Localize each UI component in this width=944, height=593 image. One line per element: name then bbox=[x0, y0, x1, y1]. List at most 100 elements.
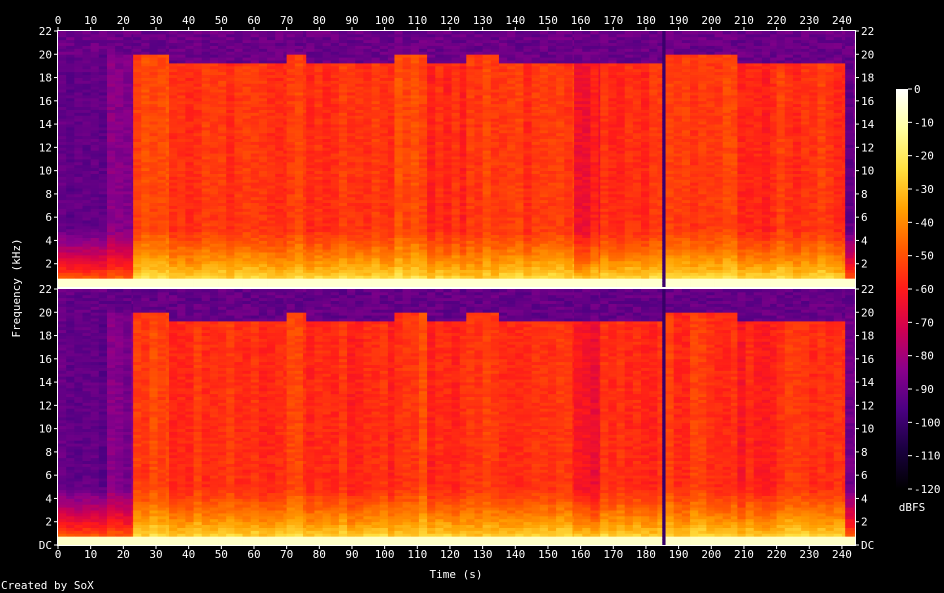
heat-cell bbox=[451, 208, 461, 212]
heat-cell bbox=[177, 97, 186, 102]
heat-cell bbox=[123, 92, 132, 96]
heat-cell bbox=[149, 48, 159, 52]
heat-cell bbox=[201, 237, 211, 241]
heat-cell bbox=[169, 150, 178, 154]
heat-cell bbox=[387, 164, 395, 169]
heat-cell bbox=[443, 129, 452, 134]
heat-cell bbox=[490, 100, 500, 105]
heat-cell bbox=[459, 156, 467, 160]
heat-cell bbox=[302, 199, 307, 204]
heat-cell bbox=[482, 263, 492, 268]
heat-cell bbox=[427, 83, 436, 87]
heat-cell bbox=[427, 173, 436, 177]
heat-cell bbox=[355, 167, 364, 172]
heat-cell bbox=[267, 246, 276, 250]
heat-cell bbox=[294, 100, 304, 105]
heat-cell bbox=[201, 65, 211, 70]
heat-cell bbox=[258, 208, 268, 212]
heat-cell bbox=[387, 103, 395, 108]
heat-cell bbox=[165, 77, 170, 81]
heat-cell bbox=[314, 240, 323, 244]
heat-cell bbox=[157, 225, 167, 230]
heat-cell bbox=[131, 278, 134, 282]
heat-cell bbox=[435, 257, 444, 262]
heat-cell bbox=[314, 278, 323, 282]
heat-cell bbox=[177, 33, 186, 38]
heat-cell bbox=[165, 115, 170, 119]
heat-cell bbox=[427, 60, 436, 64]
heat-cell bbox=[209, 89, 219, 93]
heat-cell bbox=[209, 92, 219, 96]
heat-cell bbox=[330, 260, 340, 265]
heat-cell bbox=[157, 31, 167, 35]
heat-cell bbox=[330, 63, 340, 67]
heat-cell bbox=[177, 144, 186, 148]
heat-cell bbox=[157, 231, 167, 236]
heat-cell bbox=[157, 173, 167, 177]
heat-cell bbox=[490, 281, 500, 285]
heat-cell bbox=[226, 103, 235, 108]
heat-cell bbox=[418, 249, 428, 253]
heat-cell bbox=[90, 208, 100, 212]
heat-cell bbox=[459, 278, 467, 282]
heat-cell bbox=[371, 214, 381, 218]
heat-cell bbox=[90, 252, 100, 256]
heat-cell bbox=[242, 223, 252, 227]
heat-cell bbox=[177, 167, 186, 172]
heat-cell bbox=[355, 147, 364, 151]
heat-cell bbox=[169, 234, 178, 238]
heat-cell bbox=[218, 156, 227, 160]
heat-cell bbox=[74, 243, 83, 247]
heat-cell bbox=[410, 77, 420, 81]
heat-cell bbox=[98, 185, 108, 189]
heat-cell bbox=[258, 112, 268, 116]
heat-cell bbox=[330, 240, 340, 244]
heat-cell bbox=[123, 68, 132, 73]
heat-cell bbox=[107, 246, 116, 250]
heat-cell bbox=[474, 246, 484, 250]
heat-cell bbox=[418, 170, 428, 174]
heat-cell bbox=[74, 147, 83, 151]
heat-cell bbox=[74, 115, 83, 119]
heat-cell bbox=[355, 103, 364, 108]
heat-cell bbox=[131, 80, 134, 84]
heat-cell bbox=[209, 275, 219, 279]
heat-cell bbox=[294, 217, 304, 221]
heat-cell bbox=[107, 275, 116, 279]
heat-cell bbox=[387, 60, 395, 64]
heat-cell bbox=[98, 284, 108, 288]
heat-cell bbox=[387, 83, 395, 87]
heat-cell bbox=[322, 228, 332, 233]
heat-cell bbox=[283, 60, 288, 64]
heat-cell bbox=[218, 83, 227, 87]
heat-cell bbox=[185, 63, 194, 67]
heat-cell bbox=[234, 31, 243, 35]
heat-cell bbox=[177, 48, 186, 52]
heat-cell bbox=[482, 92, 492, 96]
heat-cell bbox=[459, 193, 467, 198]
heat-cell bbox=[451, 228, 461, 233]
heat-cell bbox=[185, 132, 194, 137]
heat-cell bbox=[169, 205, 178, 209]
heat-cell bbox=[177, 153, 186, 157]
heat-cell bbox=[482, 42, 492, 46]
heat-cell bbox=[474, 237, 484, 241]
heat-cell bbox=[474, 225, 484, 230]
heat-cell bbox=[165, 223, 170, 227]
heat-cell bbox=[66, 284, 75, 288]
heat-cell bbox=[451, 182, 461, 186]
heat-cell bbox=[410, 217, 420, 221]
heat-cell bbox=[165, 118, 170, 122]
heat-cell bbox=[165, 214, 170, 218]
heat-cell bbox=[410, 89, 420, 93]
heat-cell bbox=[275, 95, 284, 99]
heat-cell bbox=[74, 260, 83, 265]
heat-cell bbox=[165, 257, 170, 262]
heat-cell bbox=[131, 74, 134, 78]
heat-cell bbox=[451, 159, 461, 163]
heat-cell bbox=[418, 153, 428, 157]
heat-cell bbox=[371, 243, 381, 247]
heat-cell bbox=[410, 106, 420, 110]
heat-cell bbox=[234, 121, 243, 125]
heat-cell bbox=[302, 42, 307, 46]
